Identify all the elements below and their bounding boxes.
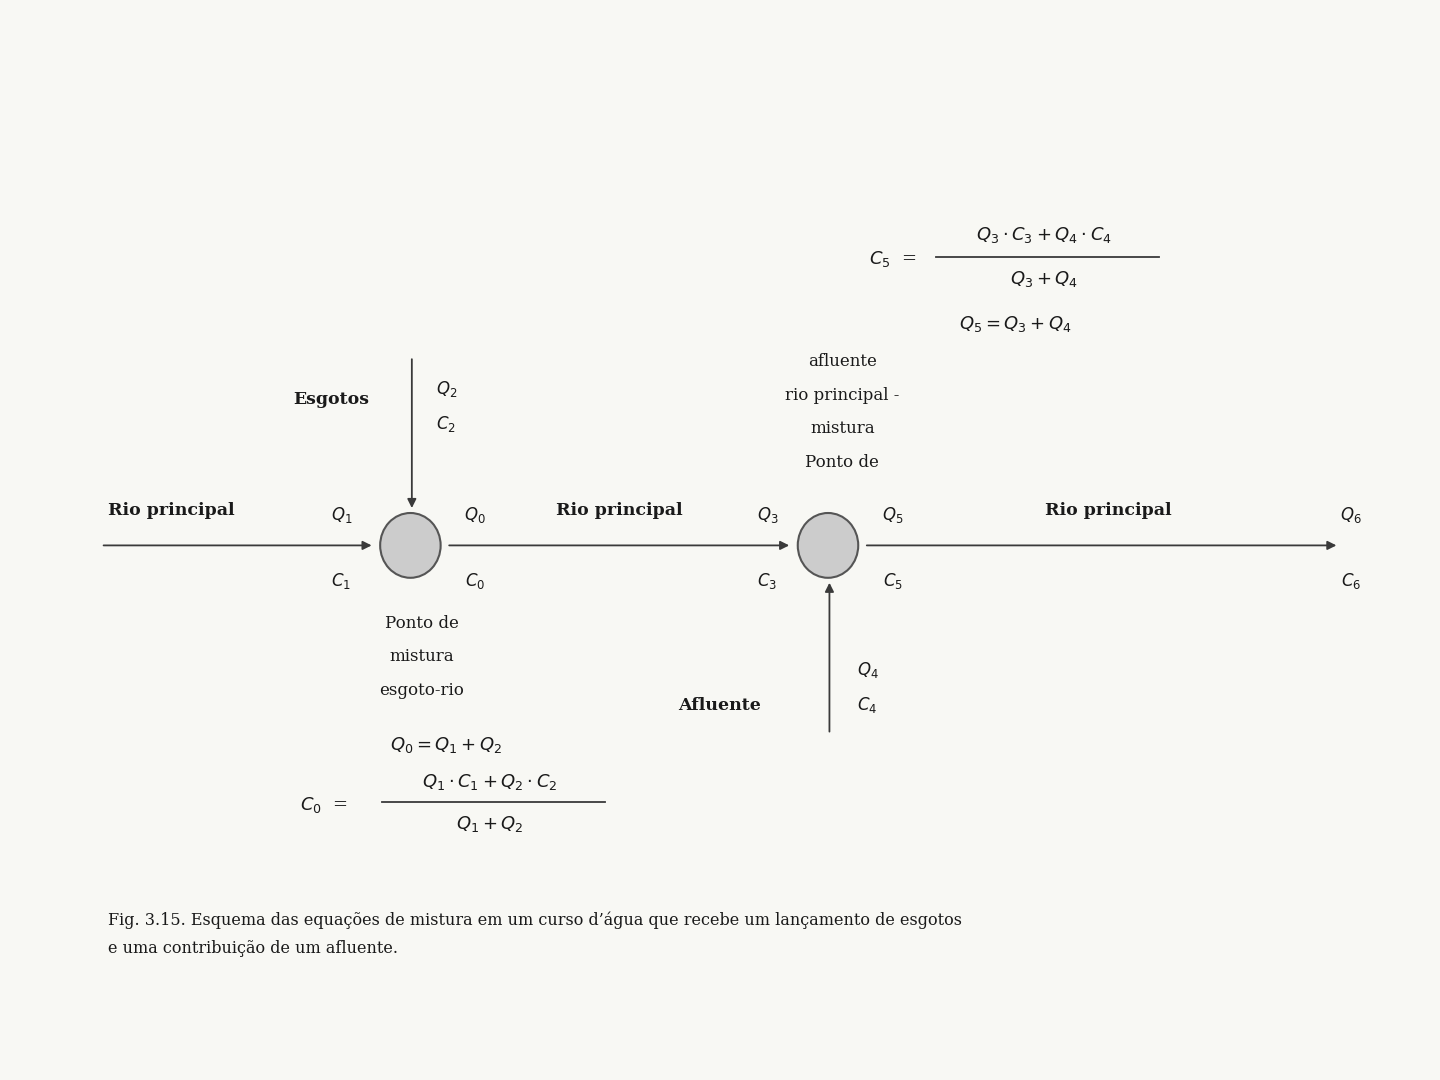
Text: Afluente: Afluente	[678, 697, 762, 714]
Text: e uma contribuição de um afluente.: e uma contribuição de um afluente.	[108, 940, 397, 957]
Text: $Q_3 + Q_4$: $Q_3 + Q_4$	[1009, 269, 1079, 288]
Text: $C_1$: $C_1$	[331, 571, 351, 591]
Text: Ponto de: Ponto de	[384, 615, 459, 632]
Text: $Q_2$: $Q_2$	[436, 379, 458, 399]
Ellipse shape	[798, 513, 858, 578]
Text: $C_0$: $C_0$	[465, 571, 485, 591]
Text: $Q_3$: $Q_3$	[757, 505, 778, 525]
Text: Ponto de: Ponto de	[805, 454, 880, 471]
Text: afluente: afluente	[808, 353, 877, 370]
Text: Rio principal: Rio principal	[1045, 502, 1172, 519]
Text: $C_3$: $C_3$	[757, 571, 778, 591]
Text: $Q_3 \cdot C_3 + Q_4 \cdot C_4$: $Q_3 \cdot C_3 + Q_4 \cdot C_4$	[976, 226, 1112, 245]
Text: $Q_1$: $Q_1$	[331, 505, 351, 525]
Text: Rio principal: Rio principal	[108, 502, 235, 519]
Text: Rio principal: Rio principal	[556, 502, 683, 519]
Text: $Q_1 \cdot C_1 + Q_2 \cdot C_2$: $Q_1 \cdot C_1 + Q_2 \cdot C_2$	[422, 772, 557, 792]
Text: $Q_1 + Q_2$: $Q_1 + Q_2$	[455, 814, 524, 834]
Text: $C_5$  =: $C_5$ =	[868, 249, 917, 269]
Text: $C_5$: $C_5$	[883, 571, 903, 591]
Text: $Q_5$: $Q_5$	[883, 505, 903, 525]
Text: $Q_4$: $Q_4$	[857, 660, 878, 679]
Text: rio principal -: rio principal -	[785, 387, 900, 404]
Text: $C_6$: $C_6$	[1341, 571, 1361, 591]
Text: Esgotos: Esgotos	[294, 391, 369, 408]
Text: esgoto-rio: esgoto-rio	[380, 681, 464, 699]
Text: $Q_0 = Q_1 + Q_2$: $Q_0 = Q_1 + Q_2$	[390, 735, 503, 755]
Text: $Q_6$: $Q_6$	[1339, 505, 1362, 525]
Text: $Q_5 = Q_3 + Q_4$: $Q_5 = Q_3 + Q_4$	[959, 314, 1071, 334]
Text: $C_0$  =: $C_0$ =	[300, 795, 348, 814]
Text: $Q_0$: $Q_0$	[464, 505, 487, 525]
Text: mistura: mistura	[811, 420, 874, 437]
Text: $C_4$: $C_4$	[857, 696, 877, 715]
Text: Fig. 3.15. Esquema das equações de mistura em um curso d’água que recebe um lanç: Fig. 3.15. Esquema das equações de mistu…	[108, 912, 962, 929]
Text: mistura: mistura	[390, 648, 454, 665]
Ellipse shape	[380, 513, 441, 578]
Text: $C_2$: $C_2$	[436, 415, 456, 434]
